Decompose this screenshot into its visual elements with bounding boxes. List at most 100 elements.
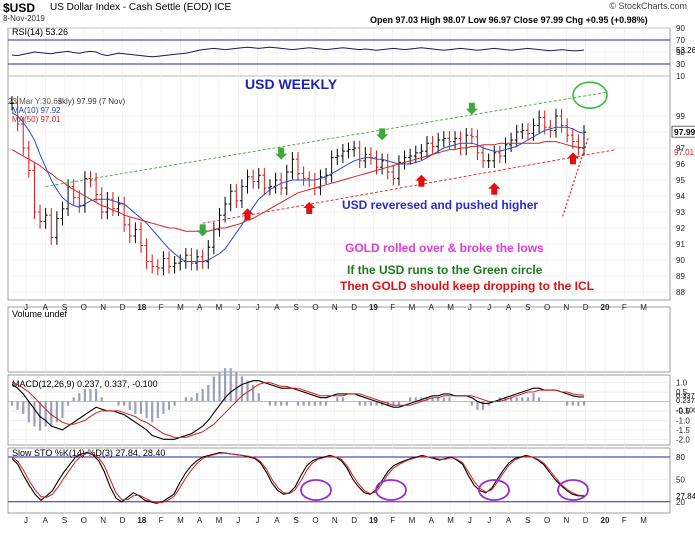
ma10-legend: MA(10) 97.92 [12, 106, 61, 115]
month-label-sto: A [197, 516, 203, 525]
red-up-arrow [567, 152, 579, 165]
month-label-price: N [100, 303, 106, 312]
axis-labels: J A S O N D 18 F M A M J J A S O N D 19 F M A M J J A S O N D 20 F M J A S O… [24, 24, 695, 525]
chart-date: 8-Nov-2019 [3, 14, 45, 23]
green-down-arrow [275, 147, 288, 160]
month-label-price: D [351, 303, 357, 312]
month-label-price: J [487, 303, 491, 312]
month-label-price: N [564, 303, 570, 312]
price-tick-label: 99 [676, 112, 685, 121]
rsi-panel: RSI(14) 53.26 [8, 27, 670, 65]
month-label-sto: A [429, 516, 435, 525]
green-down-arrow [196, 224, 209, 237]
vol-frame [7, 306, 671, 373]
month-label-price: J [256, 303, 260, 312]
price-tick-label: 97 [676, 144, 685, 153]
rsi-tick-label: 10 [676, 72, 685, 81]
ma50-value-label: 97.01 [674, 148, 695, 157]
month-label-sto: S [525, 516, 530, 525]
ma50-line [11, 141, 585, 232]
month-label-price: M [447, 303, 454, 312]
green-down-arrow [465, 102, 478, 115]
upper-trendline [45, 91, 609, 187]
red-dotted-pointer [561, 138, 589, 219]
sto-tick-label: 50 [676, 475, 685, 484]
macd-value-label: -0.100 [676, 405, 695, 414]
sto-k-line [11, 451, 585, 504]
macd-tick-label: 0.5 [676, 388, 688, 397]
month-label-sto: J [487, 516, 491, 525]
price-frame [7, 75, 671, 301]
month-label-sto: F [159, 516, 164, 525]
price-tick-label: 94 [676, 192, 685, 201]
macd-panel: MACD(12,26,9) 0.237, 0.337, -0.100 [8, 368, 670, 440]
rsi-tick-label: 90 [676, 24, 685, 33]
sto-tick-label: 20 [676, 498, 685, 507]
green-target-circle [572, 81, 608, 109]
price-tick-label: 96 [676, 160, 685, 169]
sto-value-label: 27.84 [676, 492, 695, 501]
last-price-label: 97.99 [674, 127, 695, 137]
rsi-tick-label: 70 [676, 36, 685, 45]
chart-header: $USD US Dollar Index - Cash Settle (EOD)… [0, 0, 695, 25]
sto-low-circle [300, 479, 332, 501]
month-label-price: M [177, 303, 184, 312]
month-label-sto: O [312, 516, 318, 525]
red-up-arrow [241, 208, 254, 221]
macd-tick-label: 1.0 [676, 379, 688, 388]
month-label-price: M [409, 303, 416, 312]
month-label-sto: S [294, 516, 299, 525]
month-label-sto: A [274, 516, 280, 525]
month-label-sto: D [351, 516, 357, 525]
month-label-sto: J [468, 516, 472, 525]
price-tick-label: 92 [676, 224, 685, 233]
sto-tick-label: 80 [676, 453, 685, 462]
month-label-sto: D [583, 516, 589, 525]
ohlc-readout: Open 97.03 High 98.07 Low 96.97 Close 97… [370, 15, 648, 25]
month-label-price: 18 [137, 303, 146, 312]
macd-tick-label: -1.0 [676, 416, 690, 425]
macd-value-label: 0.237 [676, 396, 695, 405]
macd-legend: MACD(12,26,9) 0.237, 0.337, -0.100 [12, 379, 158, 389]
month-label-price: A [197, 303, 203, 312]
annotation-text: If the USD runs to the Green circle [347, 263, 543, 277]
sto-panel: Slow STO %K(14) %D(3) 27.84, 28.40 [8, 448, 670, 504]
month-label-price: O [81, 303, 87, 312]
sto-low-circle [557, 479, 589, 501]
price-tick-label: 90 [676, 256, 685, 265]
volume-legend: Volume undef [12, 309, 68, 319]
month-label-sto: 18 [137, 516, 146, 525]
month-label-sto: J [24, 516, 28, 525]
month-label-price: S [62, 303, 67, 312]
macd-tick-label: -0.5 [676, 407, 690, 416]
exchange-label: ICE [214, 2, 232, 13]
month-label-price: O [312, 303, 318, 312]
price-legend-date: 23 Mar Y:30.63 [8, 97, 63, 106]
instrument-name: US Dollar Index - Cash Settle (EOD) ICE [50, 2, 231, 13]
price-tick-label: 88 [676, 288, 685, 297]
macd-signal-line [11, 382, 585, 438]
month-label-price: 20 [601, 303, 610, 312]
month-label-price: F [390, 303, 395, 312]
macd-value-label: 0.337 [676, 391, 695, 400]
month-label-sto: M [640, 516, 647, 525]
month-label-price: J [236, 303, 240, 312]
month-label-price: A [429, 303, 435, 312]
month-label-sto: J [256, 516, 260, 525]
month-label-sto: M [216, 516, 223, 525]
rsi-tick-label: 50 [676, 48, 685, 57]
ma10-line [11, 112, 585, 263]
annotation-text: GOLD rolled over & broke the lows [345, 241, 544, 255]
month-label-sto: D [120, 516, 126, 525]
month-label-price: J [24, 303, 28, 312]
month-label-sto: 19 [369, 516, 378, 525]
month-label-price: S [525, 303, 530, 312]
month-label-price: F [622, 303, 627, 312]
month-label-price: A [506, 303, 512, 312]
month-label-price: 19 [369, 303, 378, 312]
rsi-value-label: 53.26 [676, 46, 695, 55]
month-label-sto: O [81, 516, 87, 525]
month-label-sto: N [332, 516, 338, 525]
sto-low-circle [478, 479, 510, 501]
